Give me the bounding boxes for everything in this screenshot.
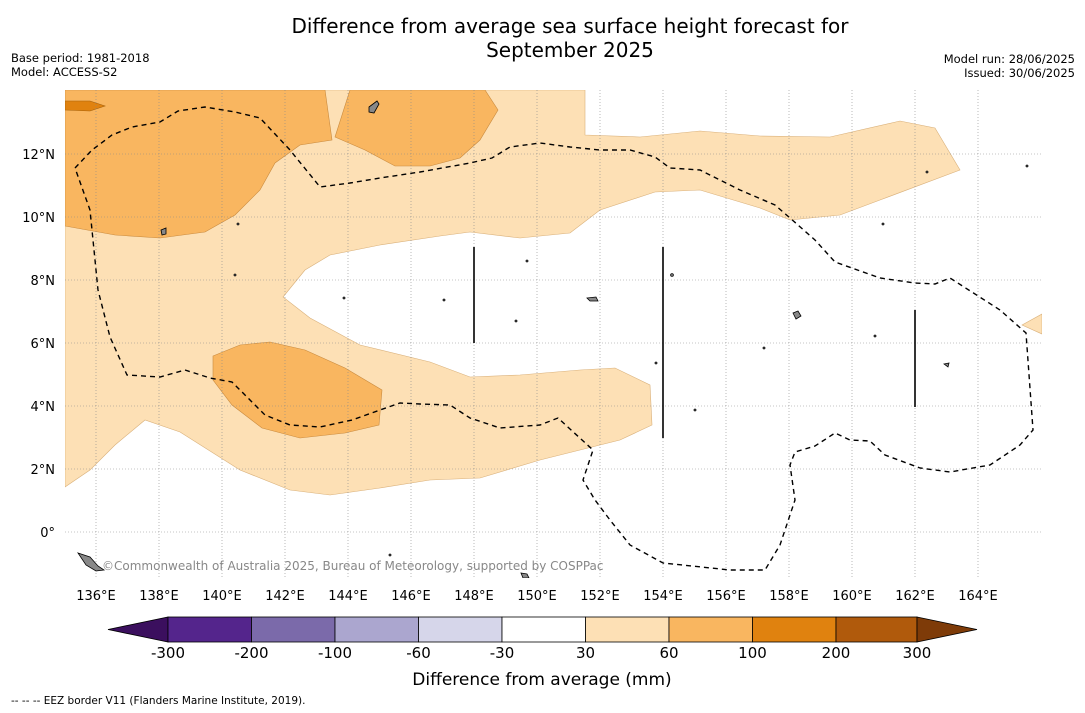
lat-tick-6n: 6°N (31, 337, 56, 352)
lat-tick-10n: 10°N (22, 211, 55, 226)
island-new-ireland (520, 572, 530, 578)
island-dot-1 (670, 273, 674, 277)
colorbar-extend-high (916, 616, 978, 643)
colorbar-cell-4 (418, 616, 503, 643)
island-dot-7 (1025, 164, 1029, 168)
footer-note: -- -- -- EEZ border V11 (Flanders Marine… (11, 695, 306, 707)
island-pohnpei (792, 310, 802, 320)
island-dot-11 (693, 408, 697, 412)
lat-tick-2n: 2°N (31, 463, 56, 478)
copyright-text: ©Commonwealth of Australia 2025, Bureau … (102, 559, 604, 573)
island-dot-9 (762, 346, 766, 350)
cb-tick-4: -60 (406, 644, 431, 662)
cb-tick-10: 300 (903, 644, 932, 662)
run-info: Model run: 28/06/2025 Issued: 30/06/2025 (944, 52, 1075, 80)
island-dot-13 (233, 273, 237, 277)
lon-tick-150: 150°E (517, 589, 557, 604)
island-dot-3 (514, 319, 518, 323)
lon-tick-labels: 136°E 138°E 140°E 142°E 144°E 146°E 148°… (76, 589, 998, 604)
lat-tick-0: 0° (40, 526, 55, 541)
lon-tick-156: 156°E (706, 589, 746, 604)
cb-tick-1: -300 (151, 644, 185, 662)
island-dot-6 (881, 222, 885, 226)
lon-tick-142: 142°E (265, 589, 305, 604)
islands (77, 100, 1029, 578)
island-dot-5 (342, 296, 346, 300)
lon-tick-152: 152°E (580, 589, 620, 604)
island-dot-8 (925, 170, 929, 174)
island-kosrae (943, 362, 950, 368)
island-dot-12 (236, 222, 240, 226)
lat-tick-labels: 0° 2°N 4°N 6°N 8°N 10°N 12°N (22, 148, 55, 541)
title-line-2: September 2025 (486, 38, 654, 62)
base-period: Base period: 1981-2018 (11, 51, 150, 65)
island-ngulu (368, 100, 380, 114)
lon-tick-164: 164°E (958, 589, 998, 604)
lon-tick-148: 148°E (454, 589, 494, 604)
map-title: Difference from average sea surface heig… (0, 14, 1085, 62)
lat-tick-12n: 12°N (22, 148, 55, 163)
anomaly-region-30-60-east (1021, 313, 1042, 335)
colorbar-extend-low (107, 616, 169, 643)
lon-tick-140: 140°E (202, 589, 242, 604)
colorbar-cell-9 (835, 616, 918, 643)
eez-segments (473, 247, 916, 438)
cb-tick-5: -30 (490, 644, 515, 662)
cb-tick-3: -100 (318, 644, 352, 662)
lon-tick-146: 146°E (391, 589, 431, 604)
map-area: ©Commonwealth of Australia 2025, Bureau … (65, 90, 1042, 578)
lon-tick-160: 160°E (832, 589, 872, 604)
anomaly-region-60-100-west (65, 90, 333, 239)
colorbar-cell-7 (668, 616, 753, 643)
lat-tick-8n: 8°N (31, 274, 56, 289)
island-dot-10 (654, 361, 658, 365)
cb-tick-9: 200 (822, 644, 851, 662)
colorbar-cell-5 (501, 616, 586, 643)
lon-tick-136: 136°E (76, 589, 116, 604)
lon-tick-158: 158°E (769, 589, 809, 604)
colorbar-cell-2 (251, 616, 336, 643)
lon-gridlines (95, 90, 979, 578)
model-run: Model run: 28/06/2025 (943, 52, 1075, 66)
colorbar-cell-1 (167, 616, 252, 643)
island-dot-4 (442, 298, 446, 302)
colorbar-tick-labels: -300 -200 -100 -60 -30 30 60 100 200 300 (151, 644, 931, 662)
colorbar (107, 616, 978, 643)
island-chuuk (586, 296, 599, 302)
island-dot-2 (525, 259, 529, 263)
lat-tick-4n: 4°N (31, 400, 56, 415)
lon-tick-144: 144°E (328, 589, 368, 604)
lon-tick-154: 154°E (643, 589, 683, 604)
island-palau (160, 227, 167, 236)
colorbar-label: Difference from average (mm) (412, 670, 671, 690)
cb-tick-6: 30 (576, 644, 595, 662)
colorbar-cell-8 (752, 616, 837, 643)
lon-tick-138: 138°E (139, 589, 179, 604)
colorbar-cell-3 (334, 616, 419, 643)
cb-tick-7: 60 (659, 644, 678, 662)
lat-gridlines (65, 153, 1042, 533)
cb-tick-8: 100 (738, 644, 767, 662)
issued-date: Issued: 30/06/2025 (964, 66, 1075, 80)
colorbar-cell-6 (585, 616, 670, 643)
island-new-guinea-north (77, 552, 106, 572)
eez-borders (74, 106, 1034, 571)
anomaly-region-60-100-south (212, 341, 383, 439)
model-name: Model: ACCESS-S2 (11, 65, 118, 79)
island-dot-15 (388, 553, 392, 557)
anomaly-region-100-200 (65, 100, 106, 112)
lon-tick-162: 162°E (895, 589, 935, 604)
base-info: Base period: 1981-2018 Model: ACCESS-S2 (11, 51, 150, 79)
cb-tick-2: -200 (234, 644, 268, 662)
island-dot-14 (873, 334, 877, 338)
title-line-1: Difference from average sea surface heig… (291, 14, 849, 38)
